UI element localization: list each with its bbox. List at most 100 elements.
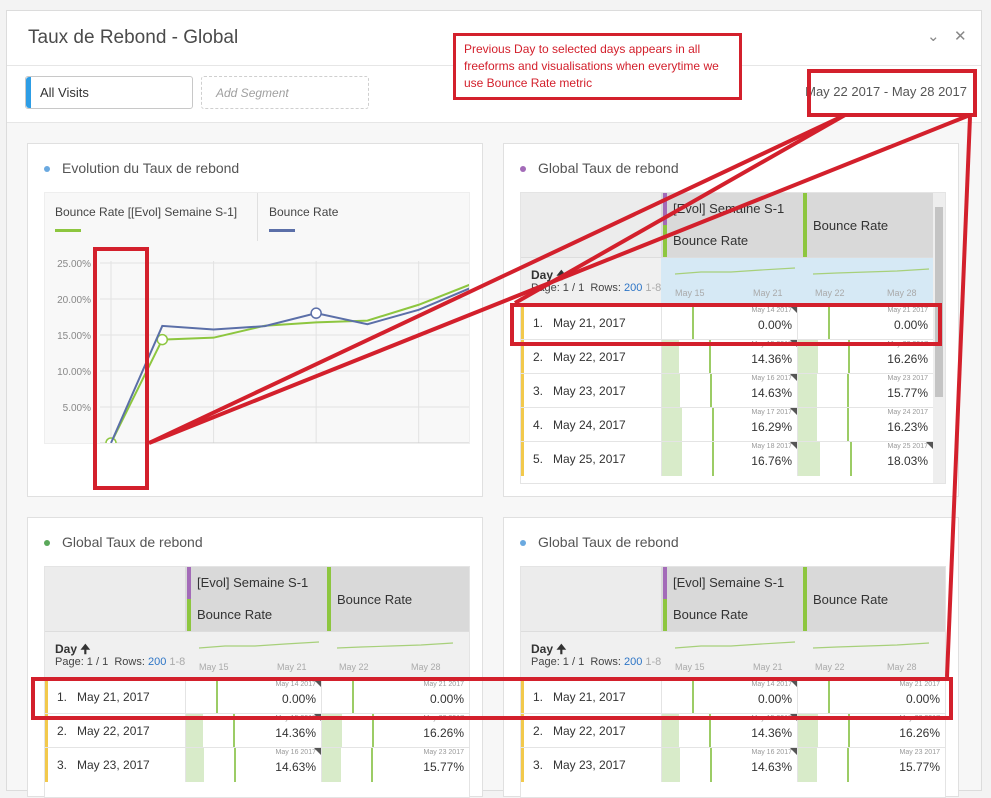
value-line xyxy=(216,680,218,714)
add-segment-dropzone[interactable]: Add Segment xyxy=(201,76,369,109)
value-line xyxy=(710,374,712,408)
freeform-table-1: Global Taux de rebond [Evol] Semaine S-1… xyxy=(503,143,959,497)
table-body: [Evol] Semaine S-1 Bounce Rate Bounce Rate… xyxy=(520,566,946,798)
row-indicator xyxy=(45,714,48,748)
cell-value: 14.63% xyxy=(751,760,792,774)
rows-per-page[interactable]: 200 xyxy=(147,656,167,668)
table-row[interactable]: 3. May 23, 2017 May 16 2017 14.63% May 23 20… xyxy=(521,373,945,408)
value-line xyxy=(847,748,849,782)
cell-value: 16.76% xyxy=(751,454,792,468)
table-row[interactable]: 4. May 24, 2017 May 17 2017 16.29% May 24 20… xyxy=(521,407,945,442)
date-range-picker[interactable]: May 22 2017 - May 28 2017 xyxy=(805,84,967,99)
row-date: May 22, 2017 xyxy=(553,350,626,364)
column-header-bounce-rate[interactable]: Bounce Rate xyxy=(813,592,889,607)
comparison-date: May 14 2017 xyxy=(751,681,792,688)
cell-evol[interactable]: May 14 2017 0.00% xyxy=(185,680,322,714)
value-bar xyxy=(662,748,680,782)
column-header-bounce-rate[interactable]: Bounce Rate xyxy=(337,592,413,607)
value-line xyxy=(847,408,849,442)
row-number: 2. xyxy=(57,724,68,738)
arrow-up-icon[interactable]: 🠉 xyxy=(556,642,567,656)
cell-bounce-rate[interactable]: May 21 2017 0.00% xyxy=(797,306,934,340)
cell-evol[interactable]: May 16 2017 14.63% xyxy=(661,374,798,408)
row-indicator xyxy=(521,714,524,748)
column-header-metric[interactable]: Bounce Rate xyxy=(673,607,749,622)
table-body: [Evol] Semaine S-1 Bounce Rate Bounce Rate… xyxy=(520,192,946,484)
column-header-metric[interactable]: Bounce Rate xyxy=(197,607,273,622)
legend-swatch xyxy=(269,229,295,232)
series-line[interactable] xyxy=(110,287,469,443)
scrollbar-thumb[interactable] xyxy=(935,207,943,397)
rows-per-page[interactable]: 200 xyxy=(623,282,643,294)
arrow-up-icon[interactable]: 🠉 xyxy=(80,642,91,656)
viz-title: Global Taux de rebond xyxy=(62,534,203,550)
row-date: May 23, 2017 xyxy=(553,758,626,772)
cell-evol[interactable]: May 18 2017 16.76% xyxy=(661,442,798,476)
sparkline-start: May 15 xyxy=(199,662,229,672)
cell-value: 0.00% xyxy=(757,318,792,332)
row-date: May 22, 2017 xyxy=(77,724,150,738)
column-header-segment[interactable]: [Evol] Semaine S-1 xyxy=(673,201,785,216)
cell-bounce-rate[interactable]: May 23 2017 15.77% xyxy=(797,748,945,782)
column-header-bounce-rate[interactable]: Bounce Rate xyxy=(813,218,889,233)
row-date: May 21, 2017 xyxy=(553,690,626,704)
value-line xyxy=(692,680,694,714)
column-header-segment[interactable]: [Evol] Semaine S-1 xyxy=(197,575,309,590)
sparkline xyxy=(336,642,454,649)
row-indicator xyxy=(521,306,524,340)
legend-item[interactable]: Bounce Rate xyxy=(269,205,338,232)
value-bar xyxy=(662,408,682,442)
column-header-metric[interactable]: Bounce Rate xyxy=(673,233,749,248)
annotation-note: Previous Day to selected days appears in… xyxy=(453,33,742,100)
close-icon[interactable]: ✕ xyxy=(954,28,967,45)
y-tick-label: 20.00% xyxy=(57,295,91,306)
cell-bounce-rate[interactable]: May 21 2017 0.00% xyxy=(321,680,469,714)
table-row[interactable]: 5. May 25, 2017 May 18 2017 16.76% May 25 20… xyxy=(521,441,945,476)
value-bar xyxy=(798,748,817,782)
cell-value: 0.00% xyxy=(893,318,928,332)
sparkline-col2: May 22 May 28 xyxy=(807,632,935,680)
table-row[interactable]: 1. May 21, 2017 May 14 2017 0.00% May 21 201… xyxy=(45,679,469,714)
table-header: [Evol] Semaine S-1 Bounce Rate Bounce Rate xyxy=(45,567,469,631)
table-row[interactable]: 1. May 21, 2017 May 14 2017 0.00% May 21 201… xyxy=(521,305,945,340)
cell-evol[interactable]: May 14 2017 0.00% xyxy=(661,680,798,714)
sparkline-end: May 21 xyxy=(277,662,307,672)
segment-chip-all-visits[interactable]: All Visits xyxy=(25,76,193,109)
rows-per-page[interactable]: 200 xyxy=(623,656,643,668)
value-line xyxy=(848,340,850,374)
cell-evol[interactable]: May 14 2017 0.00% xyxy=(661,306,798,340)
value-line xyxy=(828,306,830,340)
row-number: 3. xyxy=(57,758,68,772)
viz-color-dot xyxy=(520,166,526,172)
segment-drag-handle[interactable] xyxy=(26,77,31,108)
data-point[interactable] xyxy=(310,307,322,319)
metric-marker xyxy=(327,567,331,631)
cell-evol[interactable]: May 16 2017 14.63% xyxy=(185,748,322,782)
comparison-date: May 16 2017 xyxy=(275,749,316,756)
table-row[interactable]: 3. May 23, 2017 May 16 2017 14.63% May 23 20… xyxy=(45,747,469,782)
legend-item[interactable]: Bounce Rate [[Evol] Semaine S-1] xyxy=(55,205,237,232)
comparison-date: May 18 2017 xyxy=(751,443,792,450)
cell-bounce-rate[interactable]: May 23 2017 15.77% xyxy=(321,748,469,782)
cell-bounce-rate[interactable]: May 23 2017 15.77% xyxy=(797,374,934,408)
table-row[interactable]: 3. May 23, 2017 May 16 2017 14.63% May 23 20… xyxy=(521,747,945,782)
chevron-down-icon[interactable]: ⌄ xyxy=(927,28,940,45)
cell-evol[interactable]: May 17 2017 16.29% xyxy=(661,408,798,442)
cell-bounce-rate[interactable]: May 24 2017 16.23% xyxy=(797,408,934,442)
annotation-box-date xyxy=(807,69,977,117)
dimension-header-day[interactable]: Day 🠉 xyxy=(531,642,567,656)
sparkline-end: May 28 xyxy=(887,288,917,298)
row-indicator xyxy=(521,374,524,408)
comparison-date: May 23 2017 xyxy=(423,749,464,756)
dimension-header-day[interactable]: Day 🠉 xyxy=(55,642,91,656)
cell-evol[interactable]: May 16 2017 14.63% xyxy=(661,748,798,782)
column-header-segment[interactable]: [Evol] Semaine S-1 xyxy=(673,575,785,590)
cell-bounce-rate[interactable]: May 21 2017 0.00% xyxy=(797,680,945,714)
cell-bounce-rate[interactable]: May 25 2017 18.03% xyxy=(797,442,934,476)
series-line[interactable] xyxy=(110,283,469,443)
value-bar xyxy=(798,408,817,442)
anomaly-marker xyxy=(790,748,798,756)
comparison-date: May 14 2017 xyxy=(751,307,792,314)
value-line xyxy=(712,442,714,476)
row-date: May 21, 2017 xyxy=(77,690,150,704)
